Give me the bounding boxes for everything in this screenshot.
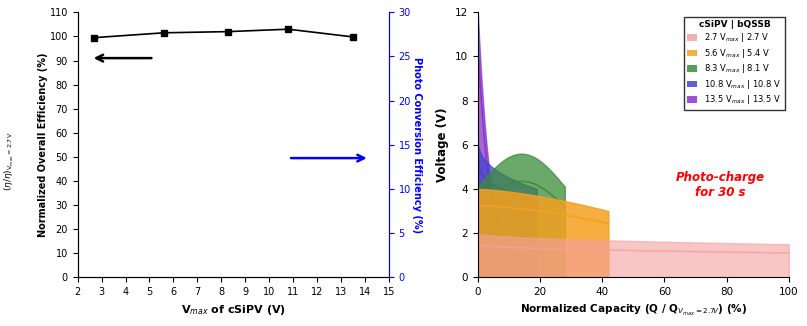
Legend: 2.7 V$_{max}$ | 2.7 V, 5.6 V$_{max}$ | 5.4 V, 8.3 V$_{max}$ | 8.1 V, 10.8 V$_{ma: 2.7 V$_{max}$ | 2.7 V, 5.6 V$_{max}$ | 5… (684, 17, 784, 110)
Text: ($\eta$/$\eta$)$_{\mathrm{V_{max}=2.7\,V}}$: ($\eta$/$\eta$)$_{\mathrm{V_{max}=2.7\,V… (2, 131, 16, 191)
Y-axis label: Voltage (V): Voltage (V) (437, 108, 449, 182)
X-axis label: Normalized Capacity (Q / Q$_{V_{max}=2.7 V}$) (%): Normalized Capacity (Q / Q$_{V_{max}=2.7… (520, 303, 747, 318)
Y-axis label: Normalized Overall Efficiency (%): Normalized Overall Efficiency (%) (38, 52, 48, 237)
Text: Photo-charge
for 30 s: Photo-charge for 30 s (675, 170, 765, 199)
Y-axis label: Photo Conversion Efficiency (%): Photo Conversion Efficiency (%) (412, 57, 422, 233)
X-axis label: V$_{max}$ of cSiPV (V): V$_{max}$ of cSiPV (V) (181, 303, 286, 317)
